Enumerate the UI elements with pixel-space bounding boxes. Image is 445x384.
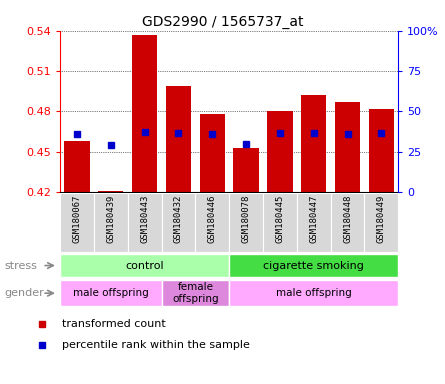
Bar [195, 193, 229, 252]
Text: GSM180447: GSM180447 [309, 195, 318, 243]
Bar [364, 193, 398, 252]
Bar [267, 111, 293, 192]
Bar [128, 193, 162, 252]
Bar [229, 280, 398, 306]
Text: percentile rank within the sample: percentile rank within the sample [62, 339, 250, 349]
Bar [229, 254, 398, 277]
Bar [331, 193, 364, 252]
Text: male offspring: male offspring [73, 288, 149, 298]
Bar [60, 280, 162, 306]
Bar [98, 191, 124, 192]
Bar [335, 102, 360, 192]
Text: stress: stress [4, 260, 37, 271]
Bar [65, 141, 90, 192]
Bar [229, 193, 263, 252]
Bar [369, 109, 394, 192]
Text: female
offspring: female offspring [172, 282, 218, 304]
Bar [162, 280, 229, 306]
Bar [234, 147, 259, 192]
Text: GSM180448: GSM180448 [343, 195, 352, 243]
Text: GSM180078: GSM180078 [242, 195, 251, 243]
Text: GSM180439: GSM180439 [106, 195, 115, 243]
Text: cigarette smoking: cigarette smoking [263, 260, 364, 271]
Bar [162, 193, 195, 252]
Text: control: control [125, 260, 164, 271]
Bar [94, 193, 128, 252]
Text: male offspring: male offspring [276, 288, 352, 298]
Text: transformed count: transformed count [62, 319, 166, 329]
Text: GSM180443: GSM180443 [140, 195, 149, 243]
Text: GSM180449: GSM180449 [377, 195, 386, 243]
Bar [60, 193, 94, 252]
Text: GSM180446: GSM180446 [208, 195, 217, 243]
Bar [60, 254, 229, 277]
Bar [301, 95, 327, 192]
Bar [200, 114, 225, 192]
Text: gender: gender [4, 288, 44, 298]
Text: GSM180067: GSM180067 [73, 195, 81, 243]
Bar [263, 193, 297, 252]
Text: GSM180432: GSM180432 [174, 195, 183, 243]
Bar [132, 35, 158, 192]
Bar [297, 193, 331, 252]
Text: GSM180445: GSM180445 [275, 195, 284, 243]
Bar [166, 86, 191, 192]
Text: GDS2990 / 1565737_at: GDS2990 / 1565737_at [142, 15, 303, 29]
